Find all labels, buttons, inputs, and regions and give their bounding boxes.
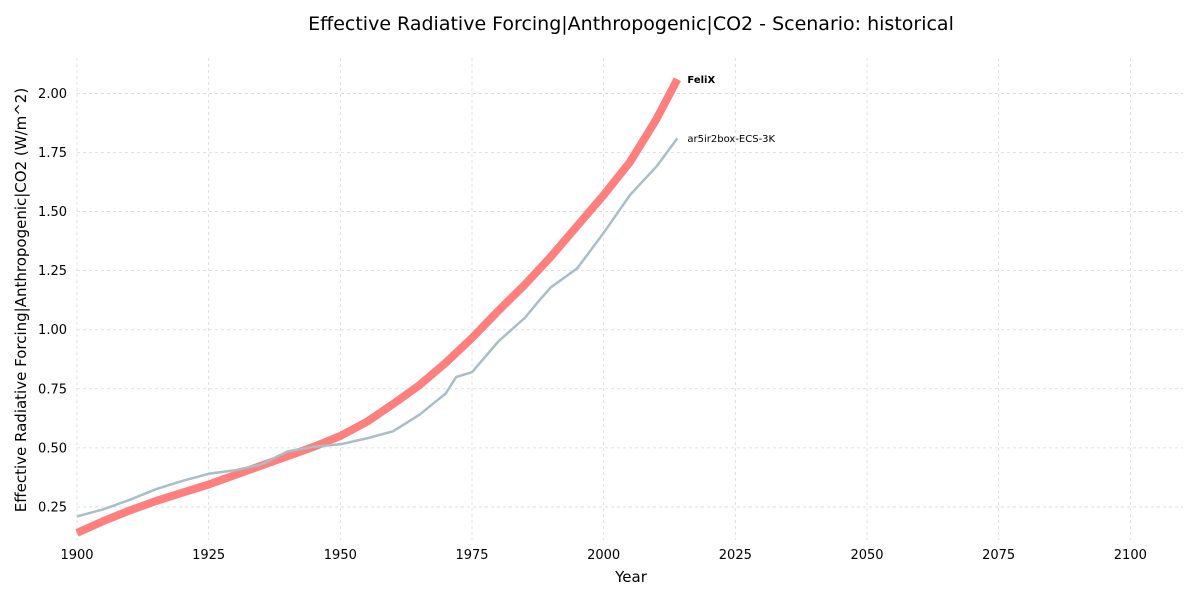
y-tick-label: 0.50	[38, 441, 67, 456]
y-tick-label: 1.25	[38, 264, 67, 279]
x-tick-label: 1975	[455, 548, 488, 563]
x-tick-label: 2025	[719, 548, 752, 563]
x-tick-label: 2000	[587, 548, 620, 563]
grid	[76, 58, 1183, 540]
x-axis-ticks: 1900 1925 1950 1975 2000 2025 2050 2075 2100	[60, 548, 1146, 563]
x-tick-label: 1900	[60, 548, 93, 563]
x-tick-label: 2100	[1114, 548, 1147, 563]
series-line-1	[75, 77, 681, 537]
y-tick-label: 1.50	[38, 205, 67, 220]
x-tick-label: 1925	[192, 548, 225, 563]
x-tick-label: 2075	[982, 548, 1015, 563]
series-lines	[75, 77, 681, 537]
y-tick-label: 2.00	[38, 87, 67, 102]
y-tick-label: 0.25	[38, 500, 67, 515]
series-labels: FeliX ar5ir2box-ECS-3K	[687, 75, 775, 145]
chart-title: Effective Radiative Forcing|Anthropogeni…	[308, 13, 954, 35]
y-tick-label: 1.00	[38, 323, 67, 338]
x-tick-label: 1950	[324, 548, 357, 563]
y-tick-label: 1.75	[38, 146, 67, 161]
x-axis-title: Year	[614, 568, 648, 586]
series-label-1: FeliX	[687, 75, 715, 86]
series-label-2: ar5ir2box-ECS-3K	[687, 134, 775, 145]
series-line-2	[76, 137, 679, 518]
y-axis-title: Effective Radiative Forcing|Anthropogeni…	[12, 88, 30, 512]
y-tick-label: 0.75	[38, 382, 67, 397]
y-axis-ticks: 0.25 0.50 0.75 1.00 1.25 1.50 1.75 2.00	[38, 87, 67, 515]
x-tick-label: 2050	[850, 548, 883, 563]
